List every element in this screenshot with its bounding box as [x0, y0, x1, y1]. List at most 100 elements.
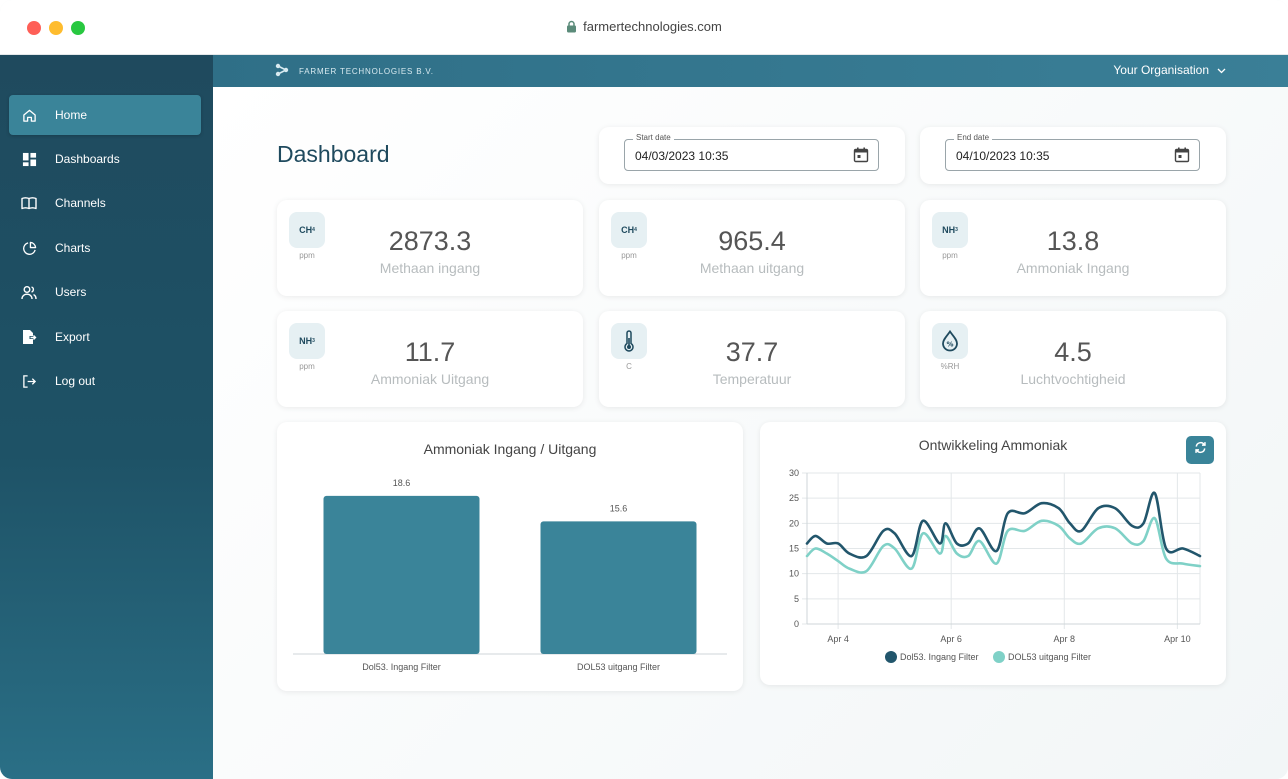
users-icon [21, 284, 37, 300]
stat-unit: ppm [299, 362, 315, 371]
sidebar-item-label: Users [55, 285, 87, 299]
sidebar-item-channels[interactable]: Channels [9, 183, 201, 223]
book-icon [21, 195, 37, 211]
ch4-icon: CH 4 [611, 212, 647, 248]
browser-chrome: farmertechnologies.com [0, 0, 1288, 55]
bar[interactable] [540, 521, 697, 654]
sidebar-item-label: Home [55, 108, 88, 122]
sidebar-item-label: Log out [55, 374, 96, 388]
stat-card-luchtvochtigheid: % %RH 4.5 Luchtvochtigheid [920, 311, 1226, 407]
stat-label: Ammoniak Uitgang [370, 371, 490, 387]
nh3-icon: NH 3 [289, 323, 325, 359]
y-tick-label: 15 [789, 544, 799, 554]
y-tick-label: 10 [789, 569, 799, 579]
sidebar-item-export[interactable]: Export [9, 317, 201, 357]
sidebar-item-dashboards[interactable]: Dashboards [9, 139, 201, 179]
export-icon [21, 329, 37, 345]
start-date-value: 04/03/2023 10:35 [635, 149, 729, 163]
brand-name: FARMER TECHNOLOGIES B.V. [299, 66, 434, 76]
stat-label: Ammoniak Ingang [1016, 260, 1130, 276]
minimize-window-button[interactable] [49, 21, 63, 35]
stat-unit: %RH [940, 362, 960, 371]
calendar-icon[interactable] [1174, 147, 1190, 168]
bar-chart-card: Ammoniak Ingang / Uitgang 18.6 Dol53. Ing… [277, 422, 743, 691]
data-label: 18.6 [393, 478, 411, 488]
logout-icon [21, 373, 37, 389]
stat-card-methaan-ingang: CH 4 ppm 2873.3 Methaan ingang [277, 200, 583, 296]
y-tick-label: 30 [789, 468, 799, 478]
legend-marker [885, 651, 897, 663]
sidebar-item-charts[interactable]: Charts [9, 228, 201, 268]
legend-label[interactable]: DOL53 uitgang Filter [1008, 652, 1091, 662]
series-line-0[interactable] [805, 491, 1202, 559]
category-label: Dol53. Ingang Filter [362, 662, 441, 672]
farmer-logo-icon [275, 63, 289, 79]
pie-chart-icon [21, 240, 37, 256]
series-line-1[interactable] [805, 516, 1202, 574]
sidebar-item-home[interactable]: Home [9, 95, 201, 135]
stat-unit: ppm [621, 251, 637, 260]
sidebar-item-label: Channels [55, 196, 106, 210]
stat-card-temperatuur: C 37.7 Temperatuur [599, 311, 905, 407]
line-chart: 0 5 10 15 20 25 30 Apr 4 Apr 6 Apr 8 Apr 10 Dol53. … [789, 468, 1202, 663]
stat-unit: ppm [942, 251, 958, 260]
refresh-icon [1194, 441, 1207, 459]
humidity-drop-icon: % [932, 323, 968, 359]
stat-label: Temperatuur [712, 371, 792, 387]
url-text: farmertechnologies.com [583, 19, 722, 34]
stat-value: 2873.3 [388, 226, 472, 256]
end-date-field[interactable]: End date 04/10/2023 10:35 [945, 133, 1200, 171]
ch4-icon: CH 4 [289, 212, 325, 248]
data-label: 15.6 [610, 503, 628, 513]
chart-title: Ontwikkeling Ammoniak [918, 437, 1068, 453]
organisation-name: Your Organisation [1113, 63, 1209, 77]
start-date-field[interactable]: Start date 04/03/2023 10:35 [624, 133, 879, 171]
nh3-icon: NH 3 [932, 212, 968, 248]
category-label: DOL53 uitgang Filter [577, 662, 660, 672]
sidebar-item-label: Export [55, 330, 90, 344]
thermometer-icon [611, 323, 647, 359]
maximize-window-button[interactable] [71, 21, 85, 35]
refresh-button[interactable] [1186, 436, 1214, 464]
y-tick-label: 5 [794, 594, 799, 604]
stat-unit: ppm [299, 251, 315, 260]
sidebar-item-users[interactable]: Users [9, 272, 201, 312]
stat-value: 4.5 [1054, 337, 1092, 367]
top-bar: FARMER TECHNOLOGIES B.V. Your Organisati… [213, 55, 1288, 87]
organisation-menu[interactable]: Your Organisation [1113, 63, 1226, 77]
x-tick-label: Apr 8 [1054, 634, 1076, 644]
stat-label: Luchtvochtigheid [1020, 371, 1126, 387]
lock-icon [566, 20, 577, 36]
stat-value: 965.4 [718, 226, 786, 256]
x-tick-label: Apr 10 [1164, 634, 1191, 644]
bar[interactable] [323, 495, 480, 654]
stat-label: Methaan uitgang [699, 260, 805, 276]
sidebar-item-label: Dashboards [55, 152, 120, 166]
main-content: Dashboard Start date 04/03/2023 10:35 En… [213, 87, 1288, 779]
stat-value: 11.7 [404, 337, 456, 367]
x-tick-label: Apr 4 [827, 634, 849, 644]
y-tick-label: 0 [794, 619, 799, 629]
end-date-value: 04/10/2023 10:35 [956, 149, 1050, 163]
svg-text:%: % [946, 341, 953, 349]
stat-value: 37.7 [725, 337, 779, 367]
address-bar[interactable]: farmertechnologies.com [0, 19, 1288, 36]
end-date-card: End date 04/10/2023 10:35 [920, 127, 1226, 184]
start-date-label: Start date [633, 133, 674, 142]
y-tick-label: 20 [789, 518, 799, 528]
calendar-icon[interactable] [853, 147, 869, 168]
stat-card-ammoniak-uitgang: NH 3 ppm 11.7 Ammoniak Uitgang [277, 311, 583, 407]
brand: FARMER TECHNOLOGIES B.V. [275, 63, 434, 79]
close-window-button[interactable] [27, 21, 41, 35]
dashboard-icon [21, 151, 37, 167]
legend-label[interactable]: Dol53. Ingang Filter [900, 652, 979, 662]
chevron-down-icon [1217, 63, 1226, 77]
end-date-label: End date [954, 133, 993, 142]
legend-marker [993, 651, 1005, 663]
stat-value: 13.8 [1046, 226, 1100, 256]
line-chart-card: Ontwikkeling Ammoniak 0 5 10 15 20 25 30 Apr 4 A… [760, 422, 1226, 685]
sidebar-item-logout[interactable]: Log out [9, 361, 201, 401]
page-title: Dashboard [277, 141, 390, 167]
stat-card-ammoniak-ingang: NH 3 ppm 13.8 Ammoniak Ingang [920, 200, 1226, 296]
